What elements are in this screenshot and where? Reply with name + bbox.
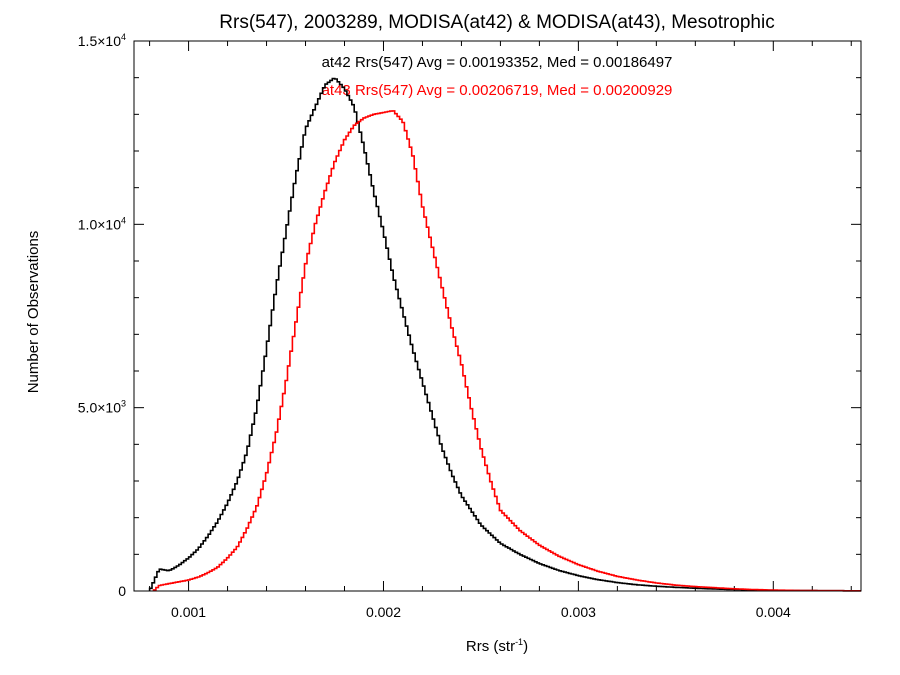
y-tick-exponent: 4 — [121, 32, 126, 42]
y-tick-mantissa: 5.0×10 — [78, 400, 121, 416]
series-group — [148, 77, 861, 592]
y-tick-mantissa: 1.0×10 — [78, 216, 121, 232]
plot-frame — [133, 40, 862, 592]
x-axis-label-sup: -1 — [515, 637, 523, 647]
y-tick-exponent: 3 — [121, 399, 126, 409]
x-axis-label: Rrs (str-1) — [466, 637, 528, 655]
x-axis-label-main: Rrs (str — [466, 638, 515, 655]
x-tick-label: 0.003 — [561, 604, 596, 620]
series-line-at42 — [148, 77, 861, 592]
y-tick-mantissa: 1.5×10 — [78, 33, 121, 49]
y-tick-exponent: 4 — [121, 215, 126, 225]
y-tick-mantissa: 0 — [118, 583, 126, 599]
x-axis-label-tail: ) — [523, 638, 528, 655]
y-axis-label: Number of Observations — [25, 231, 42, 394]
chart-title: Rrs(547), 2003289, MODISA(at42) & MODISA… — [219, 12, 774, 33]
y-tick-label: 1.0×104 — [78, 215, 126, 232]
x-tick-label: 0.002 — [366, 604, 401, 620]
y-tick-label: 5.0×103 — [78, 399, 126, 416]
series-line-at43 — [152, 110, 861, 592]
axis-ticks: 0.001 0.002 0.003 0.00405.0×1031.0×1041.5×1… — [78, 32, 861, 620]
annotation-at42: at42 Rrs(547) Avg = 0.00193352, Med = 0.… — [322, 54, 673, 71]
annotation-at43: at43 Rrs(547) Avg = 0.00206719, Med = 0.… — [322, 82, 673, 99]
x-tick-label: 0.004 — [756, 604, 791, 620]
x-tick-label: 0.001 — [171, 604, 206, 620]
y-tick-label: 1.5×104 — [78, 32, 126, 49]
y-tick-label: 0 — [118, 583, 126, 599]
